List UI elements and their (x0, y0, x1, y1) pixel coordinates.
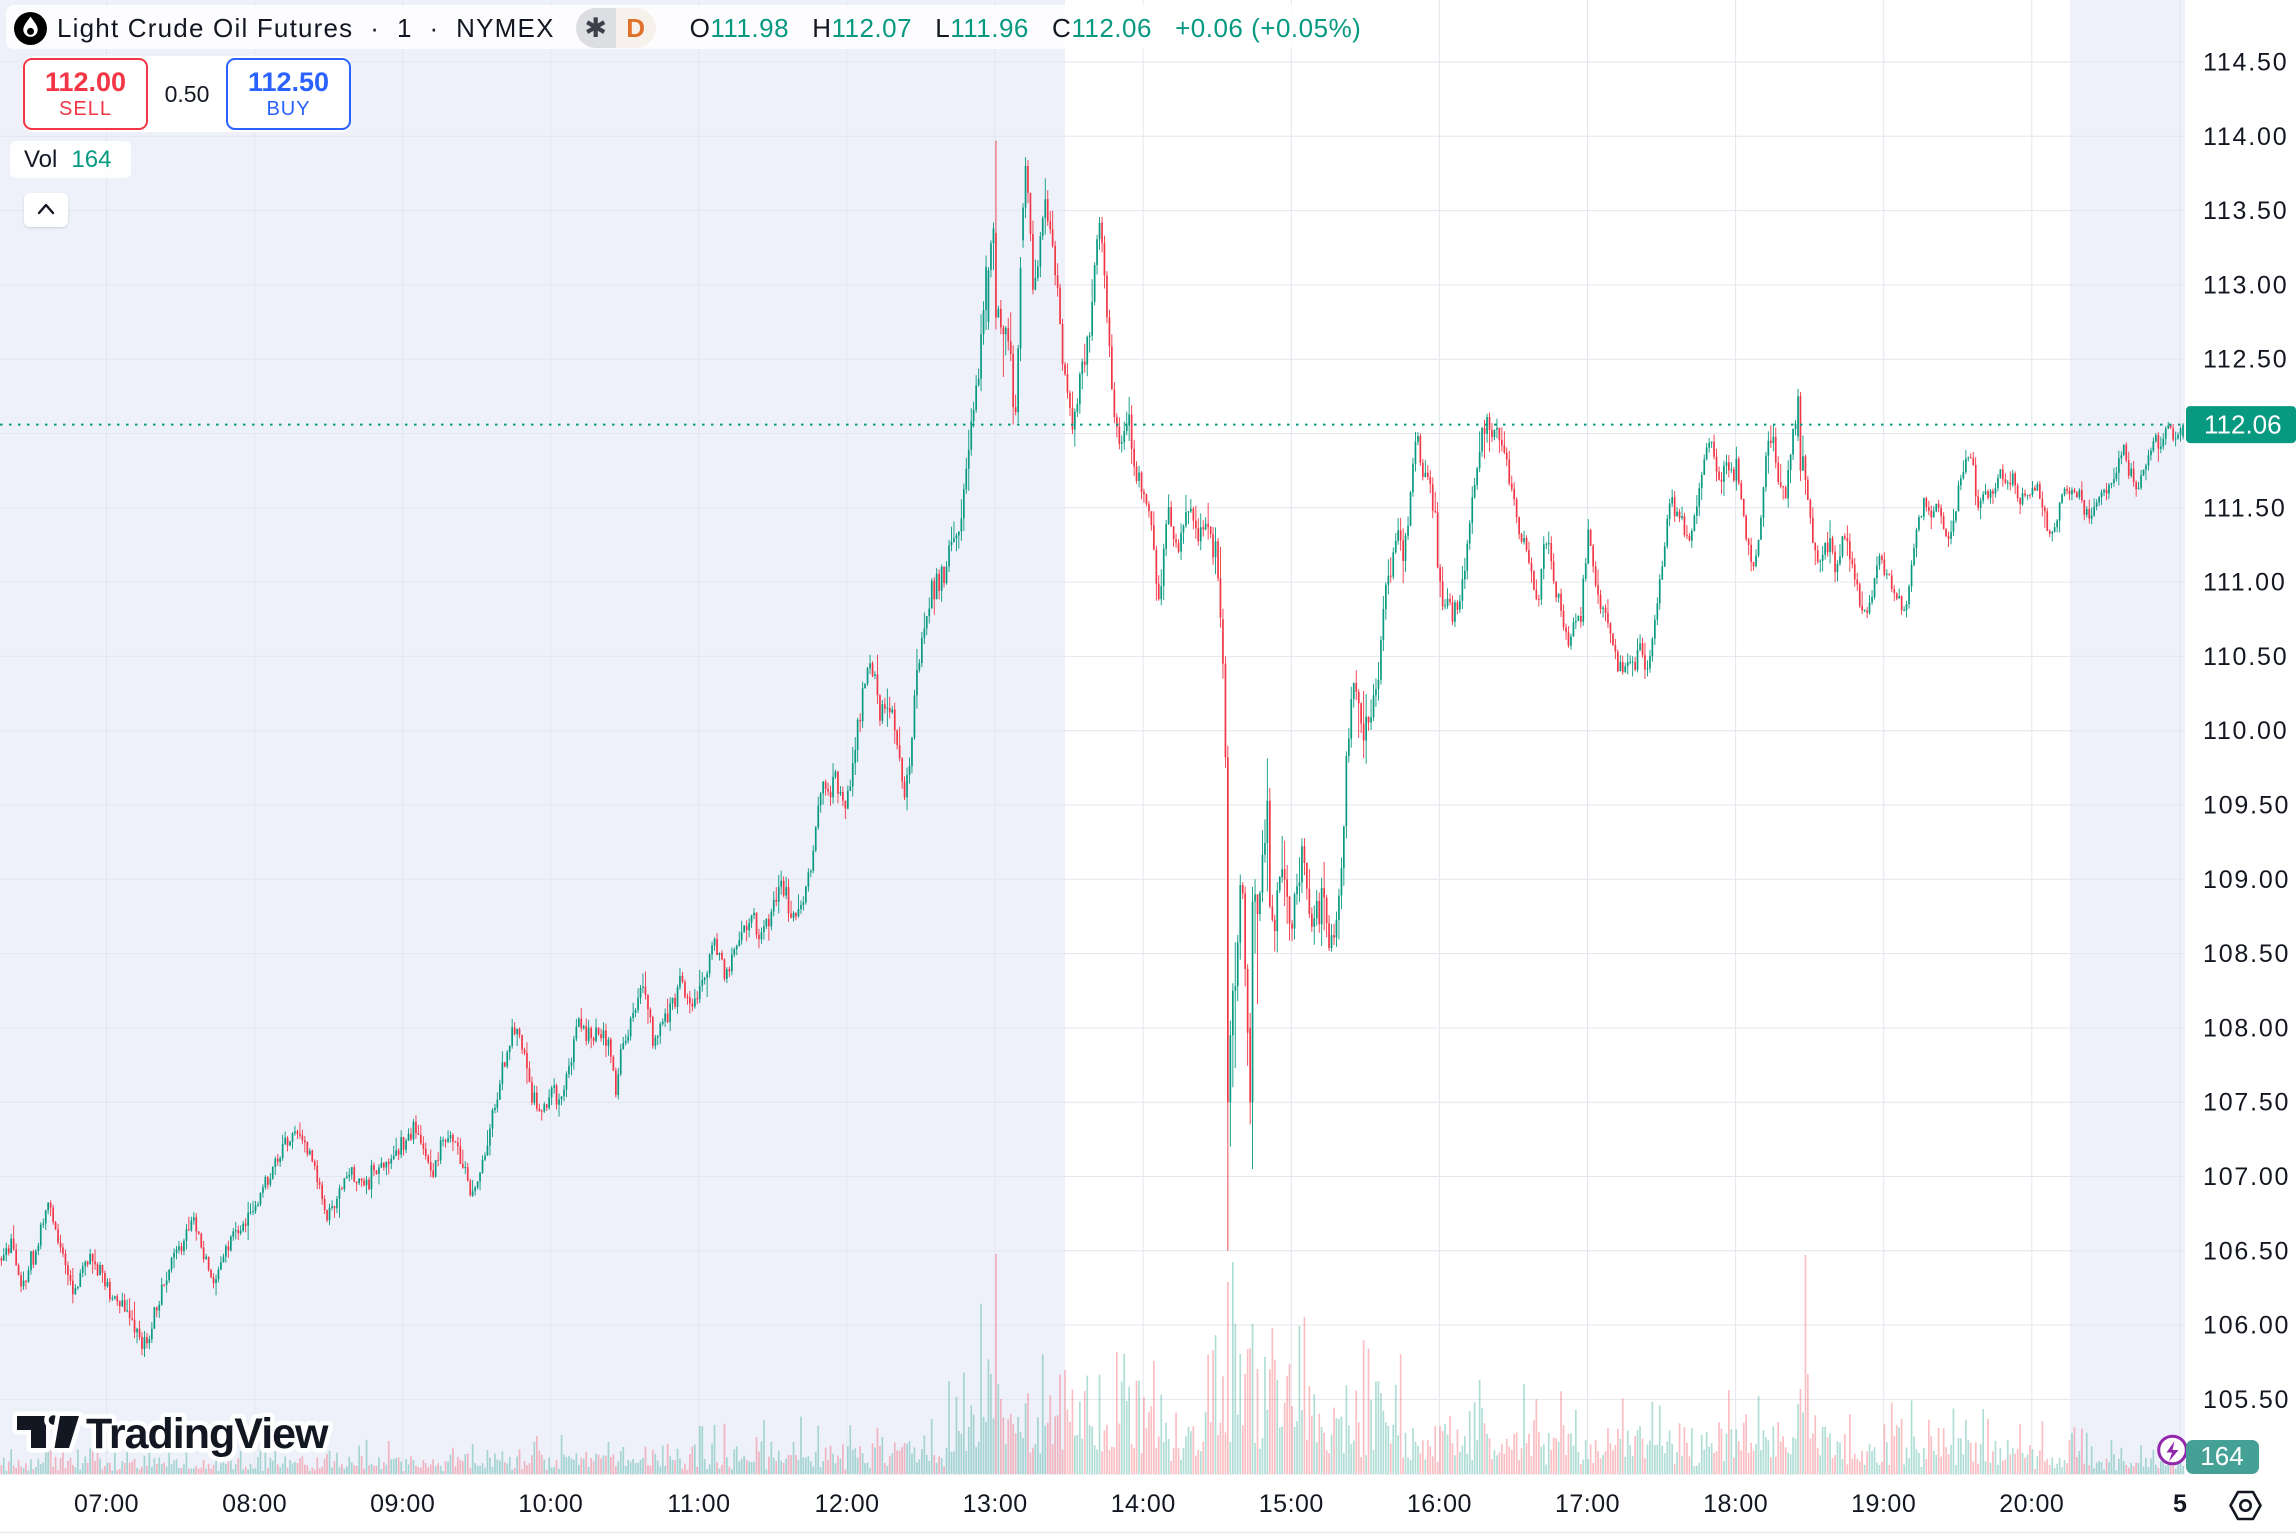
svg-text:08:00: 08:00 (222, 1490, 287, 1518)
svg-text:11:00: 11:00 (667, 1490, 730, 1518)
svg-text:20:00: 20:00 (1999, 1490, 2064, 1518)
svg-text:106.50: 106.50 (2203, 1237, 2290, 1265)
svg-text:09:00: 09:00 (370, 1490, 435, 1518)
svg-text:07:00: 07:00 (74, 1490, 139, 1518)
svg-text:114.50: 114.50 (2203, 49, 2288, 77)
svg-text:5: 5 (2173, 1490, 2187, 1518)
svg-text:105.50: 105.50 (2203, 1386, 2290, 1414)
svg-text:15:00: 15:00 (1259, 1490, 1324, 1518)
svg-text:108.00: 108.00 (2203, 1014, 2290, 1042)
svg-text:106.00: 106.00 (2203, 1312, 2290, 1340)
svg-text:108.50: 108.50 (2203, 940, 2290, 968)
svg-text:107.50: 107.50 (2203, 1089, 2290, 1117)
svg-text:13:00: 13:00 (963, 1490, 1028, 1518)
svg-text:164: 164 (2200, 1441, 2243, 1471)
svg-text:110.00: 110.00 (2203, 717, 2288, 745)
svg-text:111.00: 111.00 (2203, 569, 2287, 597)
svg-text:10:00: 10:00 (518, 1490, 583, 1518)
svg-text:17:00: 17:00 (1555, 1490, 1620, 1518)
svg-text:16:00: 16:00 (1407, 1490, 1472, 1518)
svg-text:12:00: 12:00 (814, 1490, 879, 1518)
svg-text:TradingView: TradingView (86, 1410, 329, 1458)
svg-text:109.50: 109.50 (2203, 792, 2290, 820)
svg-text:110.50: 110.50 (2203, 643, 2288, 671)
svg-text:19:00: 19:00 (1851, 1490, 1916, 1518)
svg-text:113.00: 113.00 (2203, 271, 2288, 299)
svg-text:107.00: 107.00 (2203, 1163, 2290, 1191)
svg-text:112.06: 112.06 (2204, 410, 2282, 440)
svg-text:111.50: 111.50 (2203, 494, 2287, 522)
svg-text:14:00: 14:00 (1111, 1490, 1176, 1518)
svg-text:112.50: 112.50 (2203, 346, 2288, 374)
svg-text:18:00: 18:00 (1703, 1490, 1768, 1518)
svg-text:114.00: 114.00 (2203, 123, 2288, 151)
svg-text:113.50: 113.50 (2203, 197, 2288, 225)
svg-text:109.00: 109.00 (2203, 866, 2290, 894)
